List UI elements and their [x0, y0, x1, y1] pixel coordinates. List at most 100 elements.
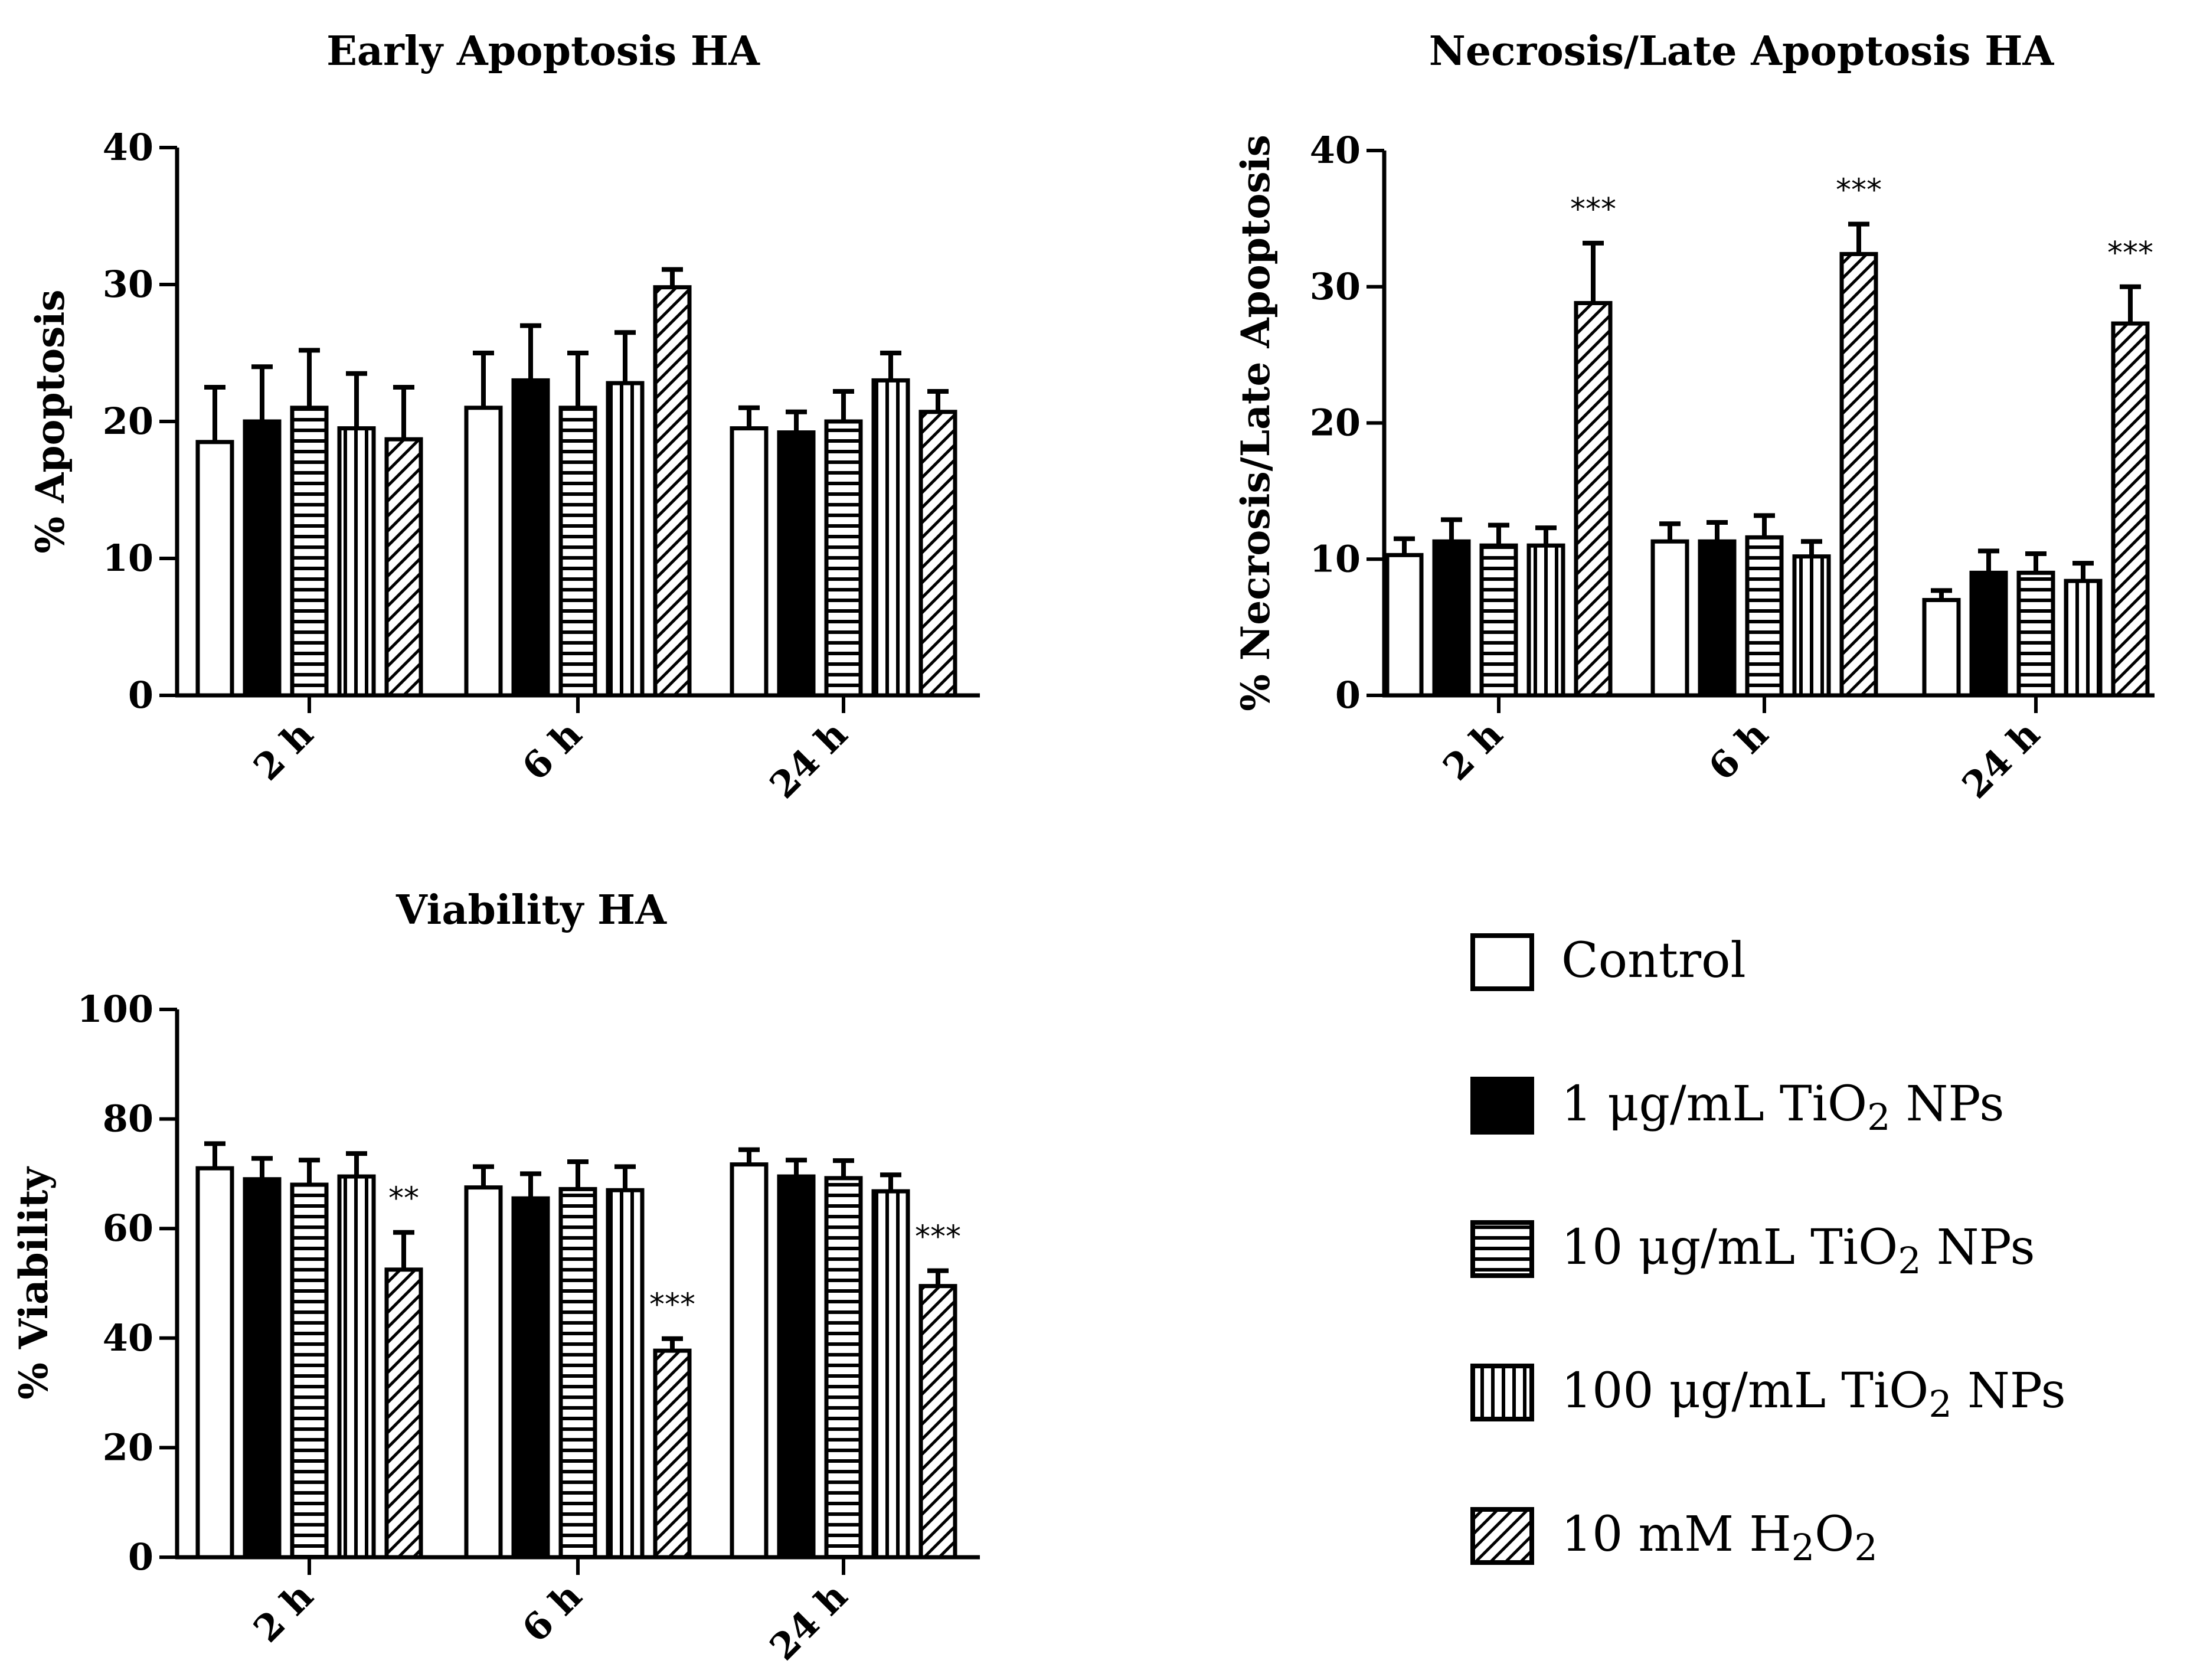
significance-label: ***: [1570, 192, 1616, 227]
bar-control-6-h: [464, 406, 503, 698]
y-tick-label: 100: [77, 988, 153, 1031]
x-tick-label: 24 h: [761, 1574, 856, 1669]
bar-10-mm-h2o2-6-h: [653, 1348, 692, 1560]
legend-swatch: [1470, 1220, 1534, 1278]
x-tick-label: 6 h: [1700, 712, 1776, 789]
legend-swatch: [1470, 933, 1534, 991]
bar-control-24-h: [730, 1162, 769, 1560]
bar-control-2-h: [195, 1166, 234, 1560]
y-tick-label: 40: [103, 1316, 153, 1359]
legend-item-h2o2: 10 mM H2O2: [1470, 1506, 1878, 1569]
bar-1-ug-ml-tio2-nps-6-h: [1698, 539, 1737, 698]
y-axis-title: % Apoptosis: [27, 289, 73, 553]
bar-10-ug-ml-tio2-nps-2-h: [1479, 543, 1518, 698]
bar-10-mm-h2o2-2-h: [384, 1267, 423, 1560]
legend-label: 10 mM H2O2: [1561, 1506, 1878, 1569]
chart-early-apoptosis: Early Apoptosis HA % Apoptosis 0 10 20 30 40 2 …: [27, 28, 980, 807]
y-tick-label: 20: [103, 400, 153, 443]
bar-1-ug-ml-tio2-nps-6-h: [511, 378, 550, 698]
bar-10-ug-ml-tio2-nps-6-h: [1745, 535, 1784, 698]
y-tick-label: 40: [1310, 129, 1361, 172]
bar-100-ug-ml-tio2-nps-24-h: [871, 1189, 910, 1560]
legend-item-tio2-1: 1 μg/mL TiO2 NPs: [1470, 1076, 2004, 1139]
bar-1-ug-ml-tio2-nps-24-h: [777, 1174, 816, 1560]
y-tick-label: 0: [1335, 674, 1361, 717]
bar-10-ug-ml-tio2-nps-24-h: [824, 1176, 863, 1560]
bar-100-ug-ml-tio2-nps-24-h: [871, 378, 910, 698]
x-tick-label: 24 h: [761, 712, 856, 807]
bar-100-ug-ml-tio2-nps-2-h: [337, 426, 376, 698]
legend-label: Control: [1561, 933, 1746, 989]
bar-10-ug-ml-tio2-nps-6-h: [558, 406, 597, 698]
bar-100-ug-ml-tio2-nps-24-h: [2064, 578, 2103, 698]
bar-10-ug-ml-tio2-nps-2-h: [290, 1182, 329, 1560]
legend: Control 1 μg/mL TiO2 NPs 10 μg/mL TiO2 NPs…: [1470, 933, 2066, 1569]
x-tick-label: 2 h: [245, 712, 321, 789]
y-tick-label: 80: [103, 1097, 153, 1140]
x-tick-label: 2 h: [245, 1574, 321, 1650]
legend-label: 1 μg/mL TiO2 NPs: [1561, 1076, 2004, 1139]
y-tick-label: 40: [103, 126, 153, 169]
legend-item-tio2-10: 10 μg/mL TiO2 NPs: [1470, 1220, 2035, 1282]
y-tick-label: 60: [103, 1207, 153, 1250]
bar-1-ug-ml-tio2-nps-6-h: [511, 1196, 550, 1560]
bar-1-ug-ml-tio2-nps-24-h: [1969, 570, 2008, 698]
legend-swatch: [1470, 1364, 1534, 1421]
bar-100-ug-ml-tio2-nps-6-h: [606, 381, 645, 698]
bar-10-mm-h2o2-24-h: [2111, 321, 2150, 698]
bar-control-6-h: [1650, 539, 1689, 698]
significance-label: ***: [649, 1287, 695, 1323]
legend-swatch: [1470, 1507, 1534, 1565]
legend-item-tio2-100: 100 μg/mL TiO2 NPs: [1470, 1363, 2066, 1426]
bar-1-ug-ml-tio2-nps-24-h: [777, 430, 816, 698]
bar-control-6-h: [464, 1185, 503, 1560]
x-tick-label: 6 h: [514, 712, 590, 789]
chart-title: Viability HA: [395, 887, 667, 934]
bar-10-mm-h2o2-6-h: [1839, 251, 1878, 698]
y-tick-label: 10: [103, 537, 153, 580]
bar-1-ug-ml-tio2-nps-2-h: [243, 1177, 282, 1560]
bar-control-24-h: [1922, 597, 1961, 698]
bar-control-24-h: [730, 426, 769, 698]
bar-10-ug-ml-tio2-nps-24-h: [824, 419, 863, 698]
x-tick-label: 6 h: [514, 1574, 590, 1650]
bar-10-ug-ml-tio2-nps-24-h: [2016, 570, 2055, 698]
bar-10-mm-h2o2-2-h: [1574, 300, 1613, 698]
significance-label: ***: [1836, 173, 1882, 208]
bar-100-ug-ml-tio2-nps-2-h: [1526, 543, 1565, 698]
significance-label: ***: [915, 1220, 961, 1255]
y-axis-title: % Necrosis/Late Apoptosis: [1233, 135, 1279, 711]
bar-10-mm-h2o2-24-h: [918, 410, 957, 698]
chart-necrosis-late-apoptosis: Necrosis/Late Apoptosis HA % Necrosis/Lat…: [1233, 28, 2155, 807]
x-tick-label: 24 h: [1954, 712, 2048, 807]
bar-control-2-h: [1385, 553, 1424, 698]
bar-control-2-h: [195, 440, 234, 698]
y-tick-label: 20: [103, 1426, 153, 1469]
x-tick-label: 2 h: [1434, 712, 1511, 789]
bar-1-ug-ml-tio2-nps-2-h: [243, 419, 282, 698]
y-axis-title: % Viability: [11, 1166, 57, 1399]
bar-10-ug-ml-tio2-nps-6-h: [558, 1187, 597, 1560]
chart-title: Early Apoptosis HA: [326, 28, 760, 75]
significance-label: ***: [2107, 236, 2153, 271]
bar-10-mm-h2o2-6-h: [653, 285, 692, 698]
bar-100-ug-ml-tio2-nps-2-h: [337, 1174, 376, 1560]
legend-label: 100 μg/mL TiO2 NPs: [1561, 1363, 2066, 1426]
y-tick-label: 10: [1310, 537, 1361, 580]
bar-10-mm-h2o2-2-h: [384, 437, 423, 698]
legend-swatch: [1470, 1077, 1534, 1135]
chart-title: Necrosis/Late Apoptosis HA: [1429, 28, 2055, 75]
bar-100-ug-ml-tio2-nps-6-h: [1792, 554, 1831, 698]
y-tick-label: 30: [1310, 265, 1361, 308]
y-tick-label: 30: [103, 263, 153, 306]
y-tick-label: 20: [1310, 401, 1361, 444]
legend-item-control: Control: [1470, 933, 1746, 991]
y-tick-label: 0: [128, 1535, 153, 1578]
chart-viability: Viability HA % Viability 0 20 40 60 80 100 2 h 6 …: [11, 887, 980, 1669]
bar-1-ug-ml-tio2-nps-2-h: [1432, 539, 1471, 698]
bar-100-ug-ml-tio2-nps-6-h: [606, 1188, 645, 1560]
legend-label: 10 μg/mL TiO2 NPs: [1561, 1220, 2035, 1282]
bar-10-ug-ml-tio2-nps-2-h: [290, 406, 329, 698]
y-tick-label: 0: [128, 674, 153, 717]
